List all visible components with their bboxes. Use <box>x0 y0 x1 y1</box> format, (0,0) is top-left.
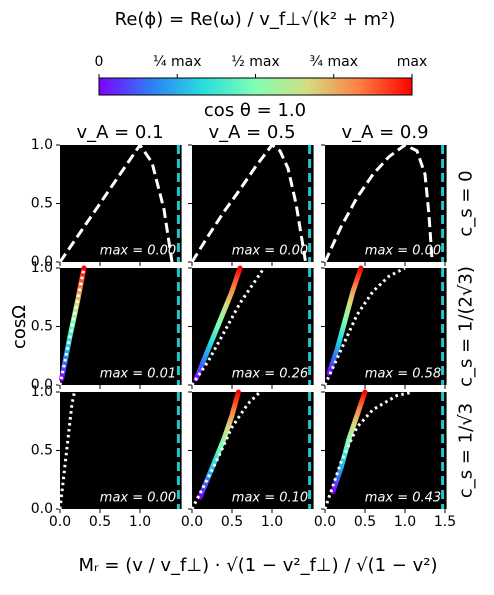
y-tick-label: 0.0 <box>31 377 53 393</box>
x-tick-label: 0.5 <box>89 514 111 530</box>
row-title: c_s = 0 <box>456 170 477 236</box>
color-strip <box>326 265 364 376</box>
curve <box>190 267 266 386</box>
panel <box>60 392 182 509</box>
x-tick-label: 0.0 <box>314 514 336 530</box>
curve <box>58 267 86 386</box>
y-tick-label: 0.5 <box>31 196 53 212</box>
curve <box>190 390 262 510</box>
curve <box>323 143 434 263</box>
curve <box>58 391 76 510</box>
x-axis-label: Mᵣ = (v / v_f⊥) · √(1 − v²_f⊥) / √(1 − v… <box>79 555 438 576</box>
color-strip <box>330 389 368 494</box>
x-tick-label: 1.0 <box>261 514 283 530</box>
y-tick-label: 0.0 <box>31 501 53 517</box>
y-axis-label: cosΩ <box>9 305 30 349</box>
column-title: v_A = 0.5 <box>208 122 295 143</box>
curve <box>190 142 308 263</box>
panel <box>192 392 314 509</box>
column-title: v_A = 0.1 <box>76 122 163 143</box>
colorbar-tick-label: 0 <box>95 54 104 70</box>
panel <box>325 145 447 262</box>
annotation: max = 0.43 <box>365 491 441 506</box>
column-title: v_A = 0.9 <box>341 122 428 143</box>
annotation: max = 0.10 <box>232 491 308 506</box>
x-tick-label: 0.5 <box>354 514 376 530</box>
y-tick-label: 1.0 <box>31 137 53 153</box>
x-tick-label: 0.5 <box>221 514 243 530</box>
panel <box>192 145 314 262</box>
annotation: max = 0.01 <box>100 367 176 382</box>
x-tick-label: 0.0 <box>49 514 71 530</box>
y-tick-label: 1.0 <box>31 384 53 400</box>
annotation: max = 0.00 <box>365 244 441 259</box>
color-strip <box>193 265 243 382</box>
x-tick-label: 1.5 <box>434 514 456 530</box>
annotation: max = 0.00 <box>232 244 308 259</box>
row-title: c_s = 1/(2√3) <box>456 266 477 387</box>
annotation: max = 0.26 <box>232 367 308 382</box>
colorbar-tick-label: ¼ max <box>153 54 202 70</box>
x-tick-label: 0.0 <box>181 514 203 530</box>
color-strip <box>197 389 241 500</box>
annotation: max = 0.58 <box>365 367 441 382</box>
y-tick-label: 0.5 <box>31 443 53 459</box>
figure-title: Re(ϕ) = Re(ω) / v_f⊥√(k² + m²) <box>115 9 396 30</box>
y-tick-label: 1.0 <box>31 260 53 276</box>
row-title: c_s = 1/√3 <box>456 403 477 498</box>
annotation: max = 0.00 <box>100 491 176 506</box>
curve <box>323 266 406 386</box>
x-tick-label: 1.0 <box>129 514 151 530</box>
x-tick-label: 1.0 <box>394 514 416 530</box>
curve <box>58 142 174 263</box>
colorbar-tick-label: ¾ max <box>309 54 358 70</box>
colorbar <box>98 77 413 96</box>
colorbar-tick-label: max <box>397 54 428 70</box>
panel <box>192 268 314 385</box>
subtitle: cos θ = 1.0 <box>204 100 306 121</box>
annotation: max = 0.00 <box>100 244 176 259</box>
y-tick-label: 0.0 <box>31 254 53 270</box>
colorbar-tick-label: ½ max <box>231 54 280 70</box>
y-tick-label: 0.5 <box>31 319 53 335</box>
